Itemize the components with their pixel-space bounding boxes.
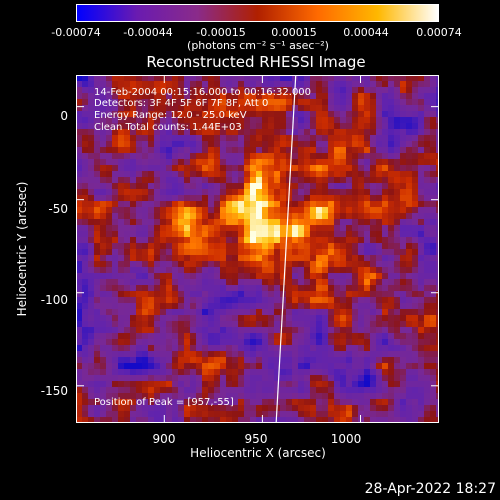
y-tick-label: -100 [40,293,68,307]
colorbar [76,4,439,22]
colorbar-tick: 0.00074 [416,26,462,39]
heatmap-image [76,75,439,423]
colorbar-tick: 0.00015 [271,26,317,39]
colorbar-tick: -0.00015 [196,26,246,39]
annotation-clean: Clean Total counts: 1.44E+03 [94,122,242,133]
plot-area [76,75,439,423]
colorbar-tick: -0.00044 [123,26,173,39]
limb-line [275,75,297,423]
colorbar-tick: 0.00044 [343,26,389,39]
y-tick-label: -50 [48,202,68,216]
annotation-time: 14-Feb-2004 00:15:16.000 to 00:16:32.000 [94,87,312,98]
colorbar-units: (photons cm⁻² s⁻¹ asec⁻²) [187,39,329,52]
chart-title: Reconstructed RHESSI Image [146,53,366,71]
x-tick-label: 950 [244,432,268,446]
y-axis-label: Heliocentric Y (arcsec) [15,181,29,317]
x-tick-label: 900 [152,432,176,446]
x-axis-label: Heliocentric X (arcsec) [190,446,326,460]
render-timestamp: 28-Apr-2022 18:27 [364,481,496,497]
colorbar-tick: -0.00074 [51,26,101,39]
y-tick-label: -150 [40,384,68,398]
y-tick-label: 0 [60,109,68,123]
annotation-energy: Energy Range: 12.0 - 25.0 keV [94,110,247,121]
annotation-peak: Position of Peak = [957,-55] [94,397,234,408]
x-tick-label: 1000 [330,432,362,446]
annotation-detectors: Detectors: 3F 4F 5F 6F 7F 8F, Att 0 [94,98,269,109]
